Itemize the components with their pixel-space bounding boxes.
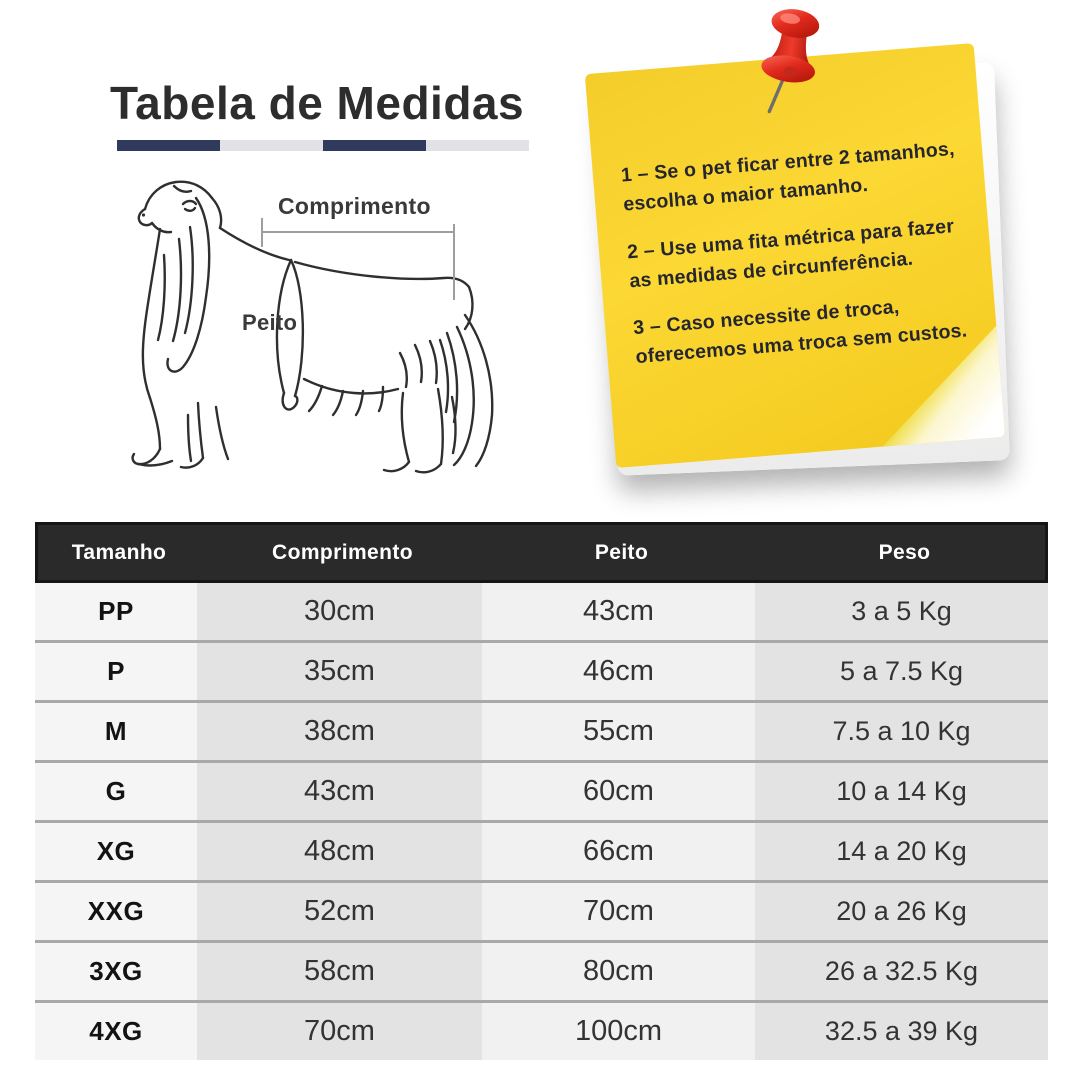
table-row: PP 30cm 43cm 3 a 5 Kg — [35, 583, 1048, 640]
value-cell: 55cm — [482, 703, 755, 760]
value-cell: 20 a 26 Kg — [755, 883, 1048, 940]
title-underline — [117, 140, 529, 151]
pushpin-icon — [761, 9, 820, 114]
size-table-body: PP 30cm 43cm 3 a 5 Kg P 35cm 46cm 5 a 7.5 Kg M 38… — [35, 583, 1048, 1060]
note-tip-2: 2 – Use uma fita métrica para fazer as m… — [626, 214, 955, 293]
value-cell: 35cm — [197, 643, 482, 700]
table-row: G 43cm 60cm 10 a 14 Kg — [35, 760, 1048, 820]
underline-segment-gray — [426, 140, 529, 151]
note-tip-3: 3 – Caso necessite de troca, oferecemos … — [632, 295, 969, 369]
underline-segment-navy — [323, 140, 426, 151]
value-cell: 100cm — [482, 1003, 755, 1060]
length-measure-tick-left — [261, 218, 263, 247]
size-cell: XG — [35, 823, 197, 880]
chest-label: Peito — [242, 310, 298, 335]
table-row: XG 48cm 66cm 14 a 20 Kg — [35, 820, 1048, 880]
value-cell: 70cm — [482, 883, 755, 940]
length-measure-line — [262, 231, 454, 233]
value-cell: 80cm — [482, 943, 755, 1000]
value-cell: 52cm — [197, 883, 482, 940]
size-cell: 4XG — [35, 1003, 197, 1060]
value-cell: 70cm — [197, 1003, 482, 1060]
size-cell: XXG — [35, 883, 197, 940]
header-cell-peso: Peso — [878, 540, 931, 564]
value-cell: 14 a 20 Kg — [755, 823, 1048, 880]
page-title: Tabela de Medidas — [110, 77, 525, 129]
value-cell: 30cm — [197, 583, 482, 640]
value-cell: 3 a 5 Kg — [755, 583, 1048, 640]
length-label: Comprimento — [278, 193, 431, 219]
size-cell: M — [35, 703, 197, 760]
underline-segment-gray — [220, 140, 323, 151]
table-row: M 38cm 55cm 7.5 a 10 Kg — [35, 700, 1048, 760]
dog-measurement-diagram: Comprimento Peito — [100, 165, 530, 510]
dog-line-art — [131, 180, 494, 474]
underline-segment-navy — [117, 140, 220, 151]
size-cell: G — [35, 763, 197, 820]
size-cell: PP — [35, 583, 197, 640]
value-cell: 32.5 a 39 Kg — [755, 1003, 1048, 1060]
value-cell: 58cm — [197, 943, 482, 1000]
value-cell: 60cm — [482, 763, 755, 820]
value-cell: 43cm — [482, 583, 755, 640]
note-tip-1: 1 – Se o pet ficar entre 2 tamanhos, esc… — [620, 137, 956, 216]
table-row: 4XG 70cm 100cm 32.5 a 39 Kg — [35, 1000, 1048, 1060]
length-measure-tick-right — [453, 224, 455, 300]
value-cell: 5 a 7.5 Kg — [755, 643, 1048, 700]
header-cell-tamanho: Tamanho — [71, 540, 167, 564]
value-cell: 48cm — [197, 823, 482, 880]
table-row: XXG 52cm 70cm 20 a 26 Kg — [35, 880, 1048, 940]
table-row: P 35cm 46cm 5 a 7.5 Kg — [35, 640, 1048, 700]
value-cell: 38cm — [197, 703, 482, 760]
table-header: Tamanho Comprimento Peito Peso — [35, 522, 1048, 583]
header-cell-comprimento: Comprimento — [272, 540, 413, 564]
value-cell: 66cm — [482, 823, 755, 880]
size-cell: 3XG — [35, 943, 197, 1000]
value-cell: 46cm — [482, 643, 755, 700]
table-row: 3XG 58cm 80cm 26 a 32.5 Kg — [35, 940, 1048, 1000]
value-cell: 26 a 32.5 Kg — [755, 943, 1048, 1000]
size-table: Tamanho Comprimento Peito Peso PP 30cm 43c… — [35, 522, 1048, 1060]
size-cell: P — [35, 643, 197, 700]
header-cell-peito: Peito — [594, 540, 649, 564]
value-cell: 10 a 14 Kg — [755, 763, 1048, 820]
value-cell: 43cm — [197, 763, 482, 820]
value-cell: 7.5 a 10 Kg — [755, 703, 1048, 760]
